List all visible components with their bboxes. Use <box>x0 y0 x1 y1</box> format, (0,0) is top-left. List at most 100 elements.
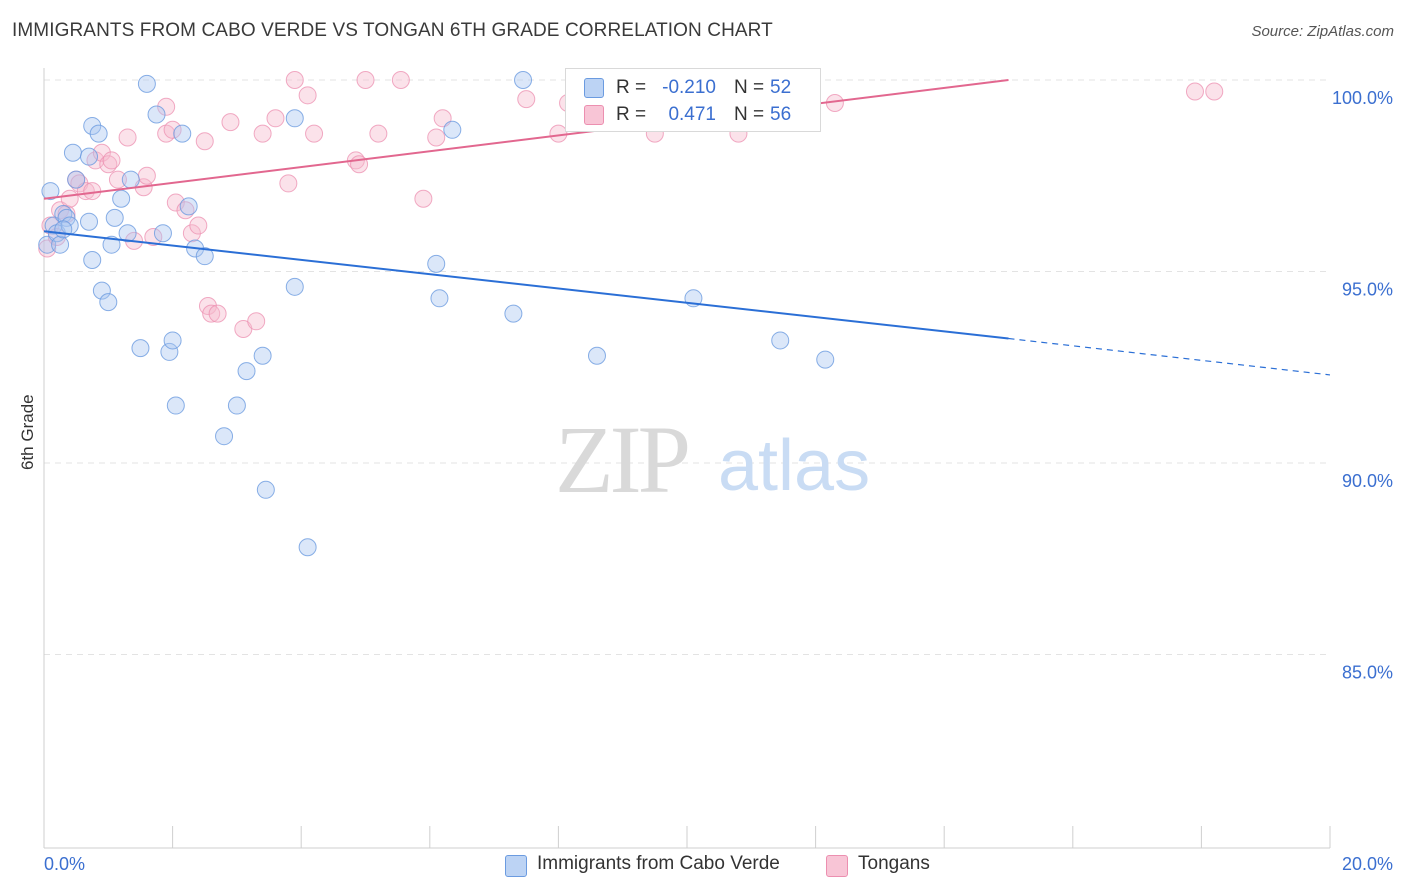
tongans-point <box>163 120 182 139</box>
y-axis-label: 6th Grade <box>18 394 37 470</box>
legend-r-label: R = <box>616 77 647 98</box>
legend-n-label: N = <box>734 77 765 98</box>
legend-r-value: -0.210 <box>662 77 716 98</box>
cabo-verde-point <box>443 120 462 139</box>
cabo-verde-point <box>67 170 86 189</box>
cabo-verde-point <box>38 235 57 254</box>
tongans-point <box>266 109 285 128</box>
cabo-verde-point <box>504 304 523 323</box>
legend-row-tongans: R = 0.471 N = 56 <box>566 102 820 128</box>
cabo-verde-point <box>771 331 790 350</box>
legend-r-label: R = <box>616 104 647 125</box>
legend-r-value: 0.471 <box>668 104 716 125</box>
cabo-verde-point <box>179 197 198 216</box>
tongans-point <box>356 71 375 89</box>
tongans-point <box>285 71 304 89</box>
correlation-legend: R = -0.210 N = 52 R = 0.471 N = 56 <box>565 68 821 132</box>
tongans-point <box>182 224 201 243</box>
cabo-verde-point <box>427 254 446 273</box>
y-tick-label: 100.0% <box>1332 88 1393 108</box>
legend-swatch-pink <box>584 105 604 125</box>
tongans-point <box>189 216 208 235</box>
cabo-verde-point <box>816 350 835 369</box>
cabo-verde-point <box>80 212 99 231</box>
legend-row-cabo-verde: R = -0.210 N = 52 <box>566 75 820 101</box>
tongans-point <box>517 90 536 109</box>
bottom-legend-swatch-blue <box>505 855 527 877</box>
cabo-verde-point <box>99 293 118 312</box>
cabo-verde-trend-extension <box>1008 337 1331 376</box>
tick-labels: 100.0% 95.0% 90.0% 85.0% 0.0% 20.0% <box>44 88 1393 874</box>
tongans-point <box>1205 82 1224 101</box>
legend-swatch-blue <box>584 78 604 98</box>
cabo-verde-point <box>137 74 156 93</box>
watermark-zip: ZIP <box>555 406 688 513</box>
cabo-verde-point <box>54 220 73 239</box>
tongans-point <box>76 182 95 201</box>
cabo-verde-point <box>163 331 182 350</box>
cabo-verde-point <box>51 235 70 254</box>
y-tick-label: 95.0% <box>1342 280 1393 300</box>
cabo-verde-point <box>253 346 272 365</box>
cabo-verde-point <box>83 251 102 270</box>
chart-title: IMMIGRANTS FROM CABO VERDE VS TONGAN 6TH… <box>12 20 773 41</box>
cabo-verde-trend-line <box>43 230 1009 340</box>
cabo-verde-point <box>215 427 234 446</box>
cabo-verde-point <box>80 147 99 166</box>
tongans-point <box>108 170 127 189</box>
cabo-verde-point <box>92 281 111 300</box>
legend-n-value: 52 <box>770 77 792 98</box>
y-tick-label: 85.0% <box>1342 663 1393 683</box>
tongans-point <box>202 304 221 323</box>
cabo-verde-point <box>112 189 131 208</box>
tongans-point <box>221 113 240 132</box>
cabo-verde-point <box>102 235 121 254</box>
x-tick-label: 0.0% <box>44 854 85 874</box>
source-credit: Source: ZipAtlas.com <box>1251 23 1394 40</box>
cabo-verde-point <box>173 124 192 143</box>
tongans-point <box>253 124 272 143</box>
tongans-point <box>279 174 298 193</box>
cabo-verde-point <box>147 105 166 124</box>
cabo-verde-point <box>256 480 275 499</box>
cabo-verde-point <box>285 109 304 128</box>
y-tick-label: 90.0% <box>1342 471 1393 491</box>
x-tick-label: 20.0% <box>1342 854 1393 874</box>
watermark: ZIP atlas <box>555 406 870 513</box>
tongans-point <box>60 189 79 208</box>
axes <box>43 68 1331 849</box>
trend-lines <box>43 79 1331 376</box>
cabo-verde-point <box>166 396 185 415</box>
legend-n-value: 56 <box>770 104 792 125</box>
cabo-verde-point <box>89 124 108 143</box>
tongans-trend-line <box>43 79 1009 200</box>
tongans-point <box>298 86 317 105</box>
bottom-legend-swatch-pink <box>826 855 848 877</box>
tongans-point <box>118 128 137 147</box>
cabo-verde-point <box>237 362 256 381</box>
tongans-point <box>1185 82 1204 101</box>
tongans-point <box>433 109 452 128</box>
cabo-verde-point <box>105 208 124 227</box>
cabo-verde-point <box>41 182 60 201</box>
tongans-point <box>195 132 214 151</box>
tongans-points <box>38 71 1224 338</box>
cabo-verde-point <box>131 339 150 358</box>
cabo-verde-point <box>430 289 449 308</box>
cabo-verde-point <box>195 247 214 266</box>
bottom-legend-label: Tongans <box>858 853 930 874</box>
cabo-verde-point <box>153 224 172 243</box>
cabo-verde-point <box>121 170 140 189</box>
tongans-point <box>369 124 388 143</box>
tongans-point <box>157 97 176 116</box>
cabo-verde-point <box>227 396 246 415</box>
legend-n-label: N = <box>734 104 765 125</box>
tongans-point <box>427 128 446 147</box>
tongans-point <box>144 228 163 247</box>
cabo-verde-point <box>83 116 102 135</box>
tongans-point <box>391 71 410 89</box>
tongans-point <box>102 151 121 170</box>
gridlines <box>44 79 1330 655</box>
cabo-verde-point <box>298 538 317 557</box>
